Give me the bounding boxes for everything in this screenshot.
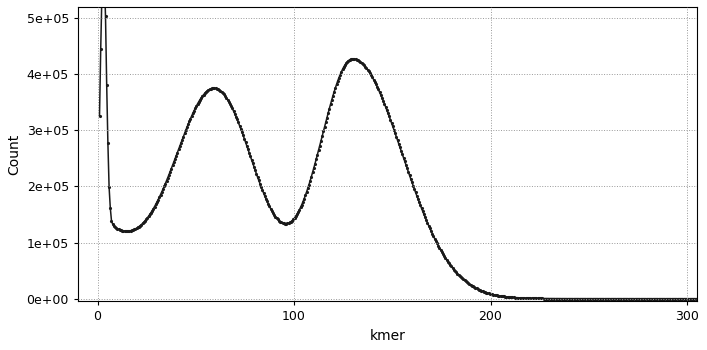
X-axis label: kmer: kmer — [370, 329, 405, 343]
Y-axis label: Count: Count — [7, 134, 21, 175]
